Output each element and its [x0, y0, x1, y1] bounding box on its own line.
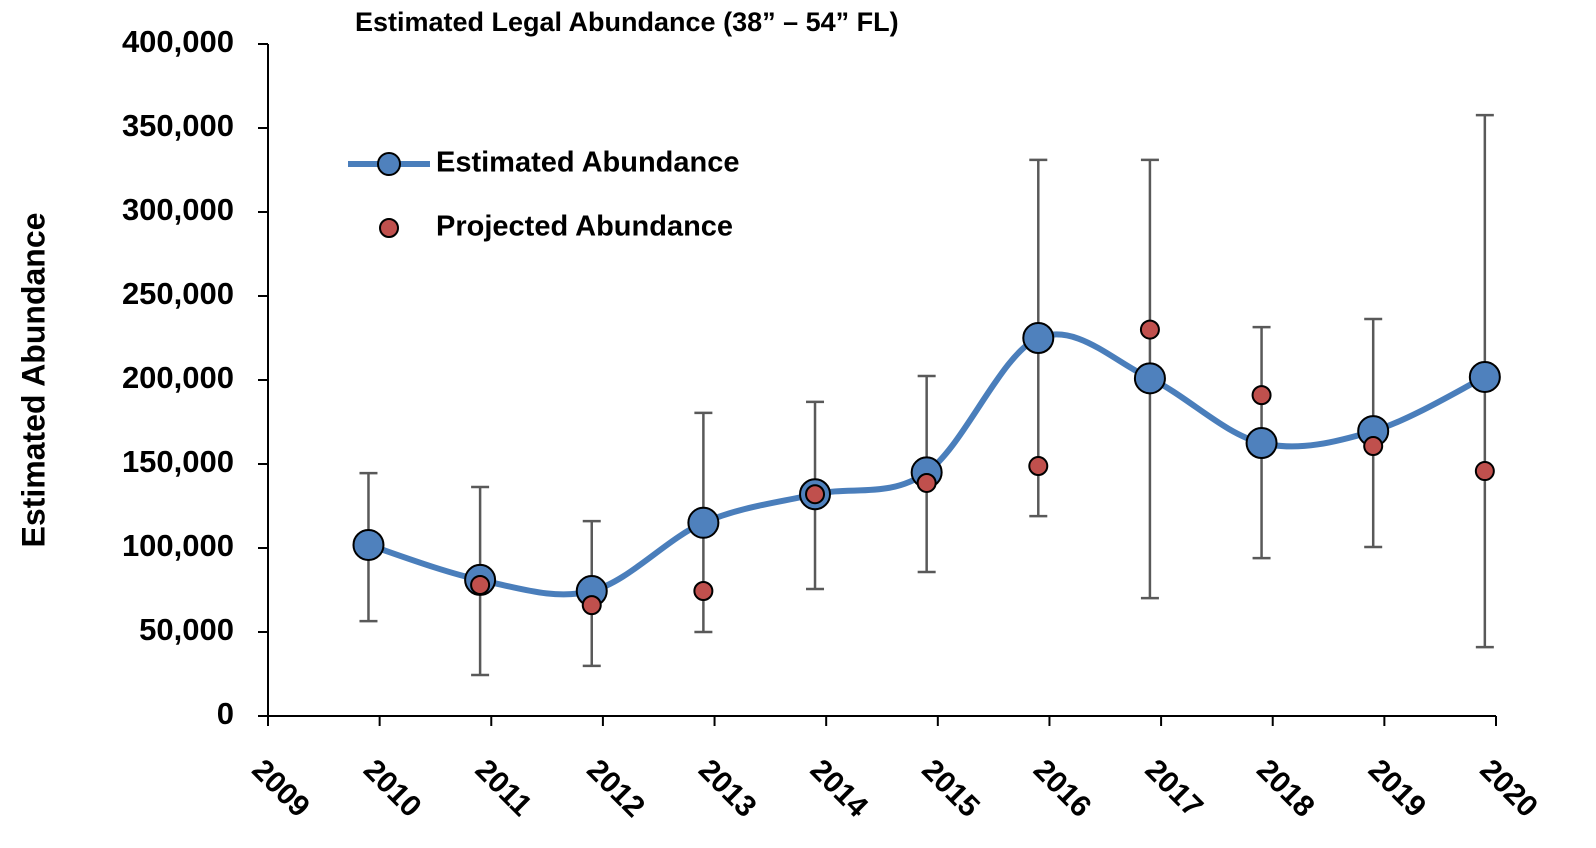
data-point [1133, 362, 1166, 395]
data-point [1245, 427, 1278, 459]
x-tick-label: 2011 [469, 753, 538, 822]
data-point [1363, 436, 1384, 457]
data-point [693, 581, 714, 602]
x-tick-label: 2009 [245, 753, 316, 824]
y-tick-label: 400,000 [122, 24, 234, 59]
legend-marker [377, 152, 401, 176]
x-tick-label: 2012 [580, 753, 651, 824]
data-point [1139, 319, 1160, 340]
data-point [581, 595, 602, 616]
x-tick-label: 2015 [915, 753, 986, 824]
data-point [1028, 456, 1049, 477]
legend-marker [379, 218, 399, 238]
x-tick-label: 2020 [1473, 753, 1544, 824]
data-point [687, 506, 720, 539]
y-tick-label: 300,000 [122, 192, 234, 227]
data-point [805, 484, 826, 505]
data-point [1022, 322, 1055, 354]
data-point [470, 574, 491, 595]
y-tick-label: 350,000 [122, 108, 234, 143]
x-tick-label: 2014 [804, 753, 875, 824]
data-point [1474, 461, 1495, 482]
legend-label: Estimated Abundance [436, 147, 739, 179]
legend-label: Projected Abundance [436, 211, 733, 243]
y-tick-label: 150,000 [122, 444, 234, 479]
x-tick-label: 2019 [1362, 753, 1433, 824]
y-tick-label: 250,000 [122, 276, 234, 311]
y-tick-label: 50,000 [139, 612, 234, 647]
chart-title: Estimated Legal Abundance (38” – 54” FL) [355, 7, 899, 37]
x-tick-label: 2010 [357, 753, 428, 824]
y-tick-label: 0 [217, 696, 234, 731]
x-tick-label: 2018 [1250, 753, 1321, 824]
data-point [352, 528, 385, 561]
y-tick-label: 200,000 [122, 360, 234, 395]
y-axis-title: Estimated Abundance [15, 213, 51, 548]
data-point [1251, 385, 1272, 406]
data-point [916, 472, 937, 493]
x-tick-label: 2013 [692, 753, 763, 824]
x-tick-label: 2017 [1139, 753, 1210, 824]
data-point [1468, 360, 1501, 393]
y-tick-label: 100,000 [122, 528, 234, 563]
x-tick-label: 2016 [1027, 753, 1098, 824]
